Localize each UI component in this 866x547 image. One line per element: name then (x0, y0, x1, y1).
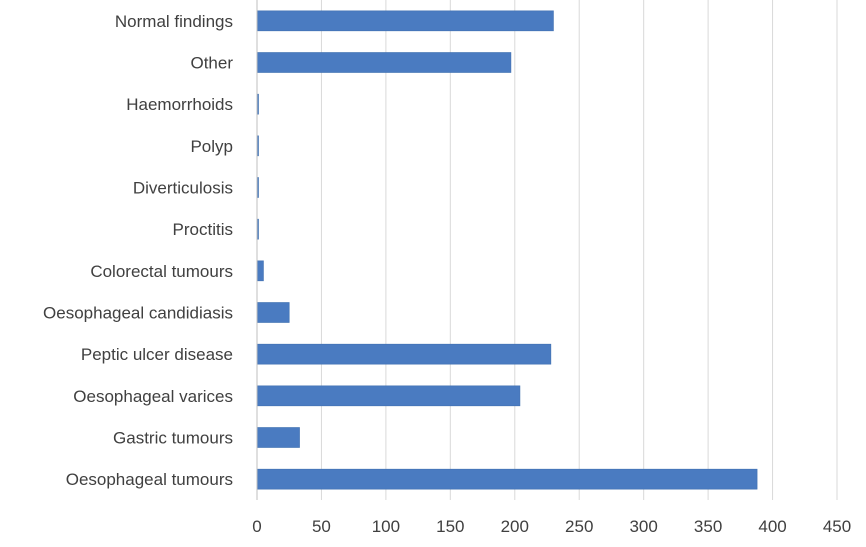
bar (256, 427, 300, 448)
x-tick-label: 50 (312, 517, 331, 536)
category-label: Polyp (190, 137, 233, 156)
bar (256, 343, 552, 365)
gridlines (320, 0, 838, 500)
category-label: Gastric tumours (113, 429, 233, 448)
category-label: Peptic ulcer disease (81, 345, 233, 364)
bar (256, 302, 290, 323)
category-label: Oesophageal candidiasis (43, 304, 233, 323)
category-labels: Oesophageal tumours Gastric tumours Oesoph… (43, 12, 233, 489)
x-tick-label: 150 (436, 517, 464, 536)
category-label: Oesophageal varices (73, 387, 233, 406)
x-axis-tick-labels: 0 50 100 150 200 250 300 350 400 450 (252, 517, 851, 536)
bar (256, 385, 521, 407)
category-label: Proctitis (173, 220, 233, 239)
bar (256, 52, 512, 73)
category-label: Haemorrhoids (126, 95, 233, 114)
x-tick-label: 0 (252, 517, 261, 536)
x-tick-label: 250 (565, 517, 593, 536)
category-label: Colorectal tumours (90, 262, 233, 281)
x-tick-label: 100 (372, 517, 400, 536)
x-tick-label: 200 (501, 517, 529, 536)
category-label: Normal findings (115, 12, 233, 31)
bar (256, 10, 554, 32)
bars (256, 10, 758, 490)
x-tick-label: 450 (823, 517, 851, 536)
bar (256, 260, 264, 282)
x-tick-label: 400 (758, 517, 786, 536)
category-label: Oesophageal tumours (66, 470, 233, 489)
x-tick-label: 300 (629, 517, 657, 536)
bar (256, 468, 758, 490)
category-label: Diverticulosis (133, 179, 233, 198)
x-tick-label: 350 (694, 517, 722, 536)
category-label: Other (190, 54, 233, 73)
